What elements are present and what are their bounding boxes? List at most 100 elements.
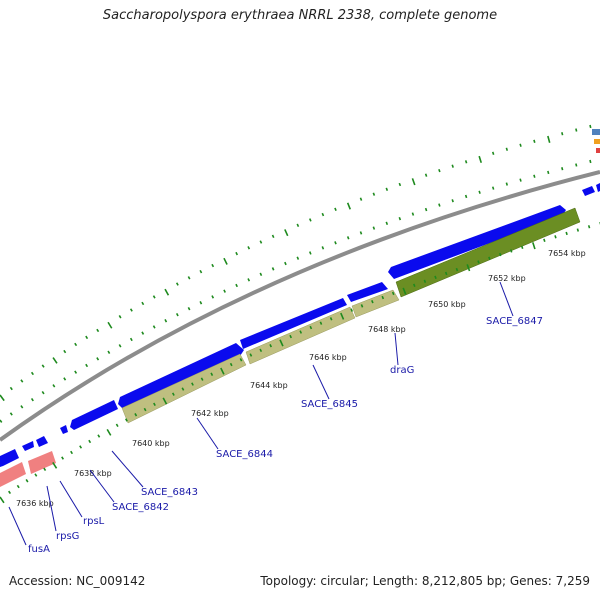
tick-mark [107, 350, 111, 354]
tick-mark [152, 325, 156, 329]
tick-mark [129, 308, 133, 312]
gene-feature-khaki[interactable] [245, 306, 356, 365]
tick-mark [359, 197, 363, 201]
ruler-label: 7650 kbp [428, 300, 466, 309]
tick-mark [491, 151, 495, 156]
gene-label-fusA[interactable]: fusA [28, 544, 50, 555]
gene-feature-pink[interactable] [28, 451, 56, 474]
tick-mark [547, 135, 551, 143]
tick-mark [96, 357, 100, 361]
ruler-labels: 7636 kbp 7638 kbp 7640 kbp 7642 kbp 7644… [16, 249, 586, 508]
tick-mark [334, 241, 337, 245]
tick-mark [499, 252, 502, 257]
tick-mark [319, 321, 323, 325]
tick-mark [52, 384, 56, 388]
tick-mark [329, 317, 333, 321]
tick-mark [41, 391, 45, 395]
tick-mark [587, 225, 591, 229]
ruler-label: 7640 kbp [132, 439, 170, 448]
gene-feature-pink[interactable] [0, 462, 26, 487]
tick-mark [164, 319, 168, 323]
tick-mark [30, 398, 34, 402]
tick-mark [575, 163, 578, 167]
gene-label-drag[interactable]: draG [390, 365, 414, 376]
accession-footer: Accession: NC_009142 [9, 574, 145, 588]
cds-feature[interactable] [388, 205, 566, 279]
cds-feature[interactable] [347, 282, 388, 302]
tick-mark [424, 173, 428, 177]
tick-mark [118, 315, 122, 319]
tick-mark [391, 291, 395, 296]
cds-feature[interactable] [60, 425, 68, 434]
tick-mark [247, 278, 251, 282]
ruler-label: 7644 kbp [250, 381, 288, 390]
tick-mark [411, 178, 416, 186]
gene-label-sace-6844[interactable]: SACE_6844 [216, 449, 273, 460]
gene-label-sace-6847[interactable]: SACE_6847 [486, 316, 543, 327]
tick-mark [259, 240, 263, 244]
tick-mark [398, 182, 402, 187]
gene-feature-khaki[interactable] [351, 289, 400, 318]
tick-mark [477, 260, 480, 264]
tick-mark [520, 245, 524, 250]
tick-mark [413, 283, 416, 287]
tick-mark [211, 295, 215, 299]
tick-mark [175, 282, 179, 286]
cds-feature[interactable] [240, 298, 347, 349]
tick-mark [359, 231, 363, 235]
cds-feature[interactable] [70, 400, 118, 430]
gene-feature-olive[interactable] [395, 207, 581, 298]
tick-mark [85, 363, 89, 368]
tick-mark [61, 456, 65, 460]
tick-mark [271, 267, 275, 271]
tick-mark [371, 299, 374, 304]
cds-feature[interactable] [0, 449, 19, 467]
gene-label-rpsG[interactable]: rpsG [56, 531, 79, 542]
tick-mark [505, 147, 509, 151]
tick-mark [505, 182, 509, 186]
tick-mark [211, 263, 215, 268]
cds-feature[interactable] [22, 441, 34, 451]
cds-feature[interactable] [36, 436, 48, 447]
tick-mark [107, 321, 113, 329]
gene-feature-khaki[interactable] [121, 353, 247, 424]
tick-mark [235, 251, 239, 256]
tick-mark [16, 484, 20, 489]
genome-backbone [0, 170, 600, 442]
tick-mark [97, 434, 101, 438]
tick-mark [239, 358, 243, 362]
tick-mark [346, 236, 350, 240]
tick-mark [63, 377, 67, 381]
tick-mark [385, 187, 389, 191]
tick-mark [533, 139, 536, 143]
tick-mark [153, 402, 156, 407]
tick-mark [79, 445, 83, 449]
outer-tick-track [0, 124, 592, 402]
tick-mark [74, 370, 78, 374]
cds-feature[interactable] [582, 186, 595, 196]
tick-mark [0, 394, 5, 402]
tick-mark [259, 272, 263, 277]
ruler-label: 7642 kbp [191, 409, 229, 418]
tick-mark [152, 295, 156, 299]
tick-mark [199, 269, 203, 274]
gene-label-sace-6842[interactable]: SACE_6842 [112, 502, 169, 513]
cds-feature[interactable] [596, 183, 600, 192]
tick-mark [284, 229, 289, 237]
tick-mark [162, 397, 168, 405]
ruler-label: 7646 kbp [309, 353, 347, 362]
gene-label-rpsL[interactable]: rpsL [83, 516, 105, 527]
tick-mark [118, 344, 122, 348]
tick-mark [8, 490, 12, 495]
tick-mark [247, 246, 251, 250]
tick-mark [589, 124, 592, 129]
tick-mark [9, 412, 13, 416]
gene-label-sace-6843[interactable]: SACE_6843 [141, 487, 198, 498]
tick-mark [464, 194, 468, 199]
gene-label-sace-6845[interactable]: SACE_6845 [301, 399, 358, 410]
tick-mark [175, 312, 179, 317]
tick-mark [88, 439, 92, 444]
tick-mark [589, 159, 592, 164]
ruler-label: 7654 kbp [548, 249, 586, 258]
cds-feature[interactable] [118, 343, 244, 410]
